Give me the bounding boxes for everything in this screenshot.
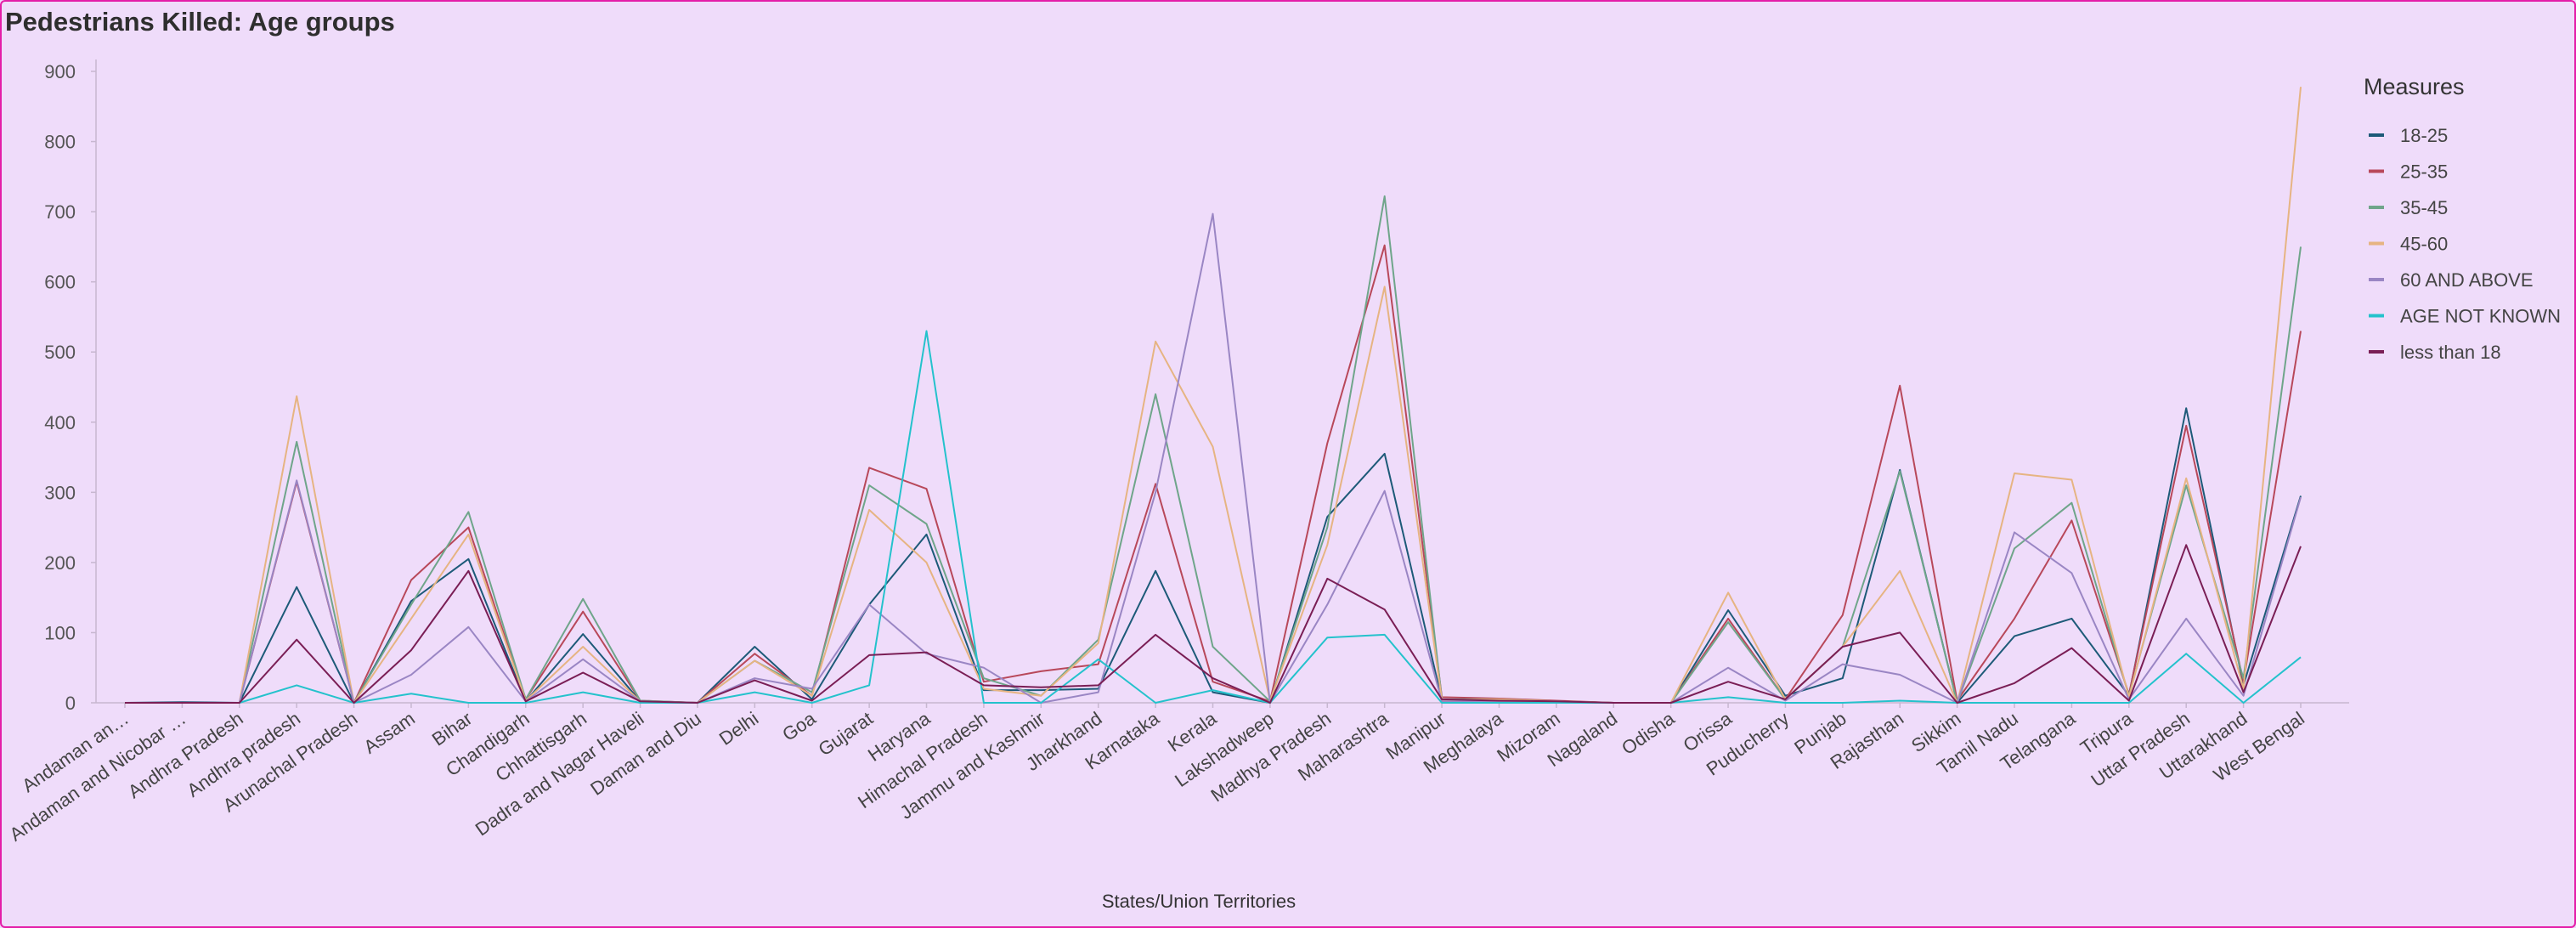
legend-item[interactable]: 60 AND ABOVE (2369, 269, 2534, 291)
y-tick-label: 600 (44, 272, 76, 293)
legend-label: 45-60 (2400, 234, 2448, 255)
series-line-less-than-18[interactable] (125, 544, 2302, 704)
legend[interactable]: Measures 18-25 25-35 35-45 45-60 60 AND ABOV… (2364, 74, 2561, 363)
legend-item[interactable]: less than 18 (2369, 342, 2501, 363)
y-tick-label: 200 (44, 552, 76, 574)
y-axis: 0 100 200 300 400 500 600 700 800 900 (44, 59, 97, 714)
x-tick-label: Goa (778, 707, 820, 745)
legend-item[interactable]: AGE NOT KNOWN (2369, 306, 2561, 327)
legend-item[interactable]: 18-25 (2369, 125, 2448, 146)
series-line-60-and-above[interactable] (125, 212, 2302, 704)
series-line-25-35[interactable] (125, 244, 2302, 704)
x-axis-title: States/Union Territories (1102, 891, 1296, 912)
y-tick-label: 0 (65, 693, 76, 714)
x-axis: Andaman an…Andaman and Nicobar …Andhra P… (6, 702, 2349, 846)
legend-label: AGE NOT KNOWN (2400, 306, 2561, 327)
legend-item[interactable]: 25-35 (2369, 161, 2448, 183)
series-line-35-45[interactable] (125, 195, 2302, 704)
x-tick-label: Assam (359, 708, 418, 758)
y-tick-label: 400 (44, 412, 76, 433)
series-line-45-60[interactable] (125, 87, 2302, 704)
legend-label: 35-45 (2400, 197, 2448, 218)
legend-label: less than 18 (2400, 342, 2501, 363)
legend-label: 18-25 (2400, 125, 2448, 146)
series-lines (124, 87, 2302, 704)
x-tick-label: Odisha (1618, 707, 1679, 759)
y-tick-label: 800 (44, 132, 76, 153)
chart-title: Pedestrians Killed: Age groups (5, 7, 395, 37)
legend-title: Measures (2364, 74, 2465, 99)
legend-label: 60 AND ABOVE (2400, 269, 2534, 291)
y-tick-label: 900 (44, 61, 76, 82)
legend-label: 25-35 (2400, 161, 2448, 183)
y-tick-label: 700 (44, 201, 76, 223)
legend-item[interactable]: 45-60 (2369, 234, 2448, 255)
series-line-age-not-known[interactable] (125, 330, 2302, 704)
y-tick-label: 500 (44, 342, 76, 363)
x-tick-label: Delhi (715, 708, 762, 750)
y-tick-label: 100 (44, 622, 76, 643)
legend-item[interactable]: 35-45 (2369, 197, 2448, 218)
y-tick-label: 300 (44, 482, 76, 503)
